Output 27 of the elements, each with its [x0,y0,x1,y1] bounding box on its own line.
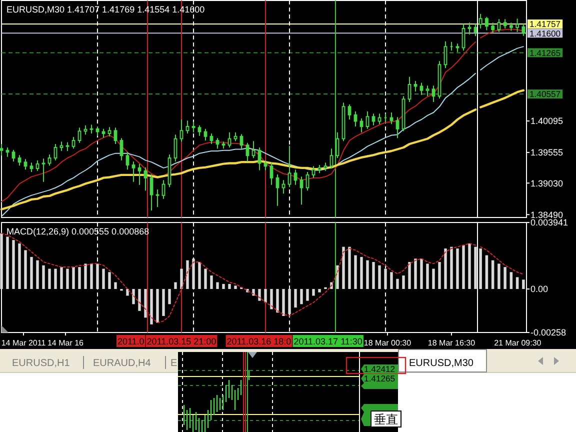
text: 1.41265 [364,374,396,384]
text: EURUSD,H1 [12,358,70,369]
ref-line-label: 2011.03.16 18:0 [226,336,292,346]
text: 21 Mar 09:30 [494,338,542,348]
y-tick-label: 1.38490 [530,210,564,220]
y-tick-label: -0.00258 [530,328,566,338]
x-tick-label: 18 Mar 00:30 [364,338,412,348]
text: EURAUD,H4 [93,358,152,369]
text: EURUSD,M30 [409,358,474,369]
y-tick-label: 1.39555 [530,148,564,158]
text: 垂直 [374,412,398,426]
ref-line-label: 2011.03.17 11:30 [294,336,362,346]
y-tick-label: 1.40095 [530,116,564,126]
ref-line-label: 1.41265 [530,48,561,58]
text: E [170,358,178,369]
x-tick-label: 14 Mar 2011 [1,338,46,348]
text: 1.42412 [364,364,396,374]
ref-line-label: 1.41600 [530,28,561,38]
ref-line-label: 1.40557 [530,89,561,100]
ref-line-label: 1.41757 [530,19,561,30]
ref-line-label: 2011.03.15 21:00 [146,336,216,346]
y-tick-label: 1.39030 [530,178,564,188]
x-tick-label: 18 Mar 16:30 [428,338,476,348]
y-tick-label: 0.003941 [530,218,568,228]
y-tick-label: 0.00 [530,284,548,294]
x-tick-label: 14 Mar 16 [47,338,84,348]
ref-line-label: 2011.0 [117,336,144,346]
